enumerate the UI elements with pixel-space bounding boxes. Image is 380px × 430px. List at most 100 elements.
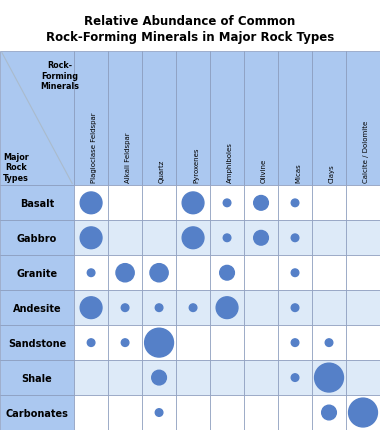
- Bar: [278, 395, 312, 430]
- Circle shape: [291, 234, 299, 242]
- Bar: [108, 291, 142, 326]
- Bar: [278, 221, 312, 256]
- Bar: [74, 360, 108, 395]
- Text: Alkali Feldspar: Alkali Feldspar: [125, 132, 131, 182]
- Bar: [142, 326, 176, 360]
- Circle shape: [315, 363, 344, 392]
- Circle shape: [80, 227, 102, 249]
- Text: Shale: Shale: [22, 373, 52, 383]
- Text: Sandstone: Sandstone: [8, 338, 66, 348]
- Bar: [278, 52, 312, 186]
- Bar: [346, 256, 380, 291]
- Circle shape: [254, 231, 268, 246]
- Text: Gabbro: Gabbro: [17, 233, 57, 243]
- Circle shape: [145, 329, 174, 357]
- Text: Micas: Micas: [295, 163, 301, 182]
- Bar: [346, 186, 380, 221]
- Circle shape: [121, 304, 129, 312]
- Bar: [244, 326, 278, 360]
- Circle shape: [291, 339, 299, 347]
- Bar: [176, 291, 210, 326]
- Bar: [312, 291, 346, 326]
- Bar: [210, 395, 244, 430]
- Circle shape: [321, 405, 336, 420]
- Text: Carbonates: Carbonates: [6, 408, 68, 418]
- Bar: [312, 326, 346, 360]
- Circle shape: [291, 269, 299, 277]
- Circle shape: [155, 304, 163, 312]
- Text: Granite: Granite: [16, 268, 58, 278]
- Bar: [108, 395, 142, 430]
- Text: Pyroxenes: Pyroxenes: [193, 147, 199, 182]
- Bar: [0, 52, 74, 186]
- Circle shape: [182, 227, 204, 249]
- Text: Andesite: Andesite: [13, 303, 61, 313]
- Bar: [142, 395, 176, 430]
- Bar: [0, 186, 74, 221]
- Bar: [346, 326, 380, 360]
- Bar: [278, 256, 312, 291]
- Bar: [108, 186, 142, 221]
- Circle shape: [254, 196, 268, 211]
- Bar: [74, 395, 108, 430]
- Bar: [0, 360, 74, 395]
- Bar: [210, 256, 244, 291]
- Bar: [312, 221, 346, 256]
- Bar: [142, 186, 176, 221]
- Circle shape: [291, 374, 299, 381]
- Bar: [346, 52, 380, 186]
- Bar: [312, 256, 346, 291]
- Bar: [278, 326, 312, 360]
- Text: Relative Abundance of Common
Rock-Forming Minerals in Major Rock Types: Relative Abundance of Common Rock-Formin…: [46, 15, 334, 44]
- Bar: [210, 291, 244, 326]
- Text: Quartz: Quartz: [159, 159, 165, 182]
- Bar: [0, 221, 74, 256]
- Bar: [278, 186, 312, 221]
- Text: Clays: Clays: [329, 163, 335, 182]
- Bar: [312, 186, 346, 221]
- Bar: [142, 256, 176, 291]
- Bar: [176, 360, 210, 395]
- Bar: [244, 360, 278, 395]
- Bar: [346, 221, 380, 256]
- Circle shape: [80, 297, 102, 319]
- Bar: [312, 52, 346, 186]
- Bar: [244, 52, 278, 186]
- Text: Calcite / Dolomite: Calcite / Dolomite: [363, 120, 369, 182]
- Bar: [0, 256, 74, 291]
- Circle shape: [155, 409, 163, 416]
- Text: Amphiboles: Amphiboles: [227, 141, 233, 182]
- Bar: [312, 360, 346, 395]
- Bar: [210, 326, 244, 360]
- Bar: [210, 52, 244, 186]
- Bar: [108, 360, 142, 395]
- Bar: [278, 360, 312, 395]
- Bar: [0, 395, 74, 430]
- Bar: [74, 186, 108, 221]
- Bar: [210, 186, 244, 221]
- Text: Rock-
Forming
Minerals: Rock- Forming Minerals: [40, 61, 79, 91]
- Circle shape: [87, 269, 95, 277]
- Circle shape: [80, 193, 102, 214]
- Circle shape: [325, 339, 333, 347]
- Bar: [176, 52, 210, 186]
- Bar: [346, 291, 380, 326]
- Bar: [244, 186, 278, 221]
- Bar: [176, 395, 210, 430]
- Bar: [346, 360, 380, 395]
- Bar: [0, 326, 74, 360]
- Bar: [244, 256, 278, 291]
- Bar: [108, 326, 142, 360]
- Text: Plagioclase Feldspar: Plagioclase Feldspar: [91, 112, 97, 182]
- Bar: [0, 291, 74, 326]
- Bar: [346, 395, 380, 430]
- Bar: [108, 256, 142, 291]
- Bar: [108, 52, 142, 186]
- Bar: [74, 291, 108, 326]
- Circle shape: [223, 200, 231, 207]
- Bar: [108, 221, 142, 256]
- Circle shape: [220, 266, 234, 280]
- Bar: [142, 221, 176, 256]
- Bar: [210, 221, 244, 256]
- Bar: [142, 52, 176, 186]
